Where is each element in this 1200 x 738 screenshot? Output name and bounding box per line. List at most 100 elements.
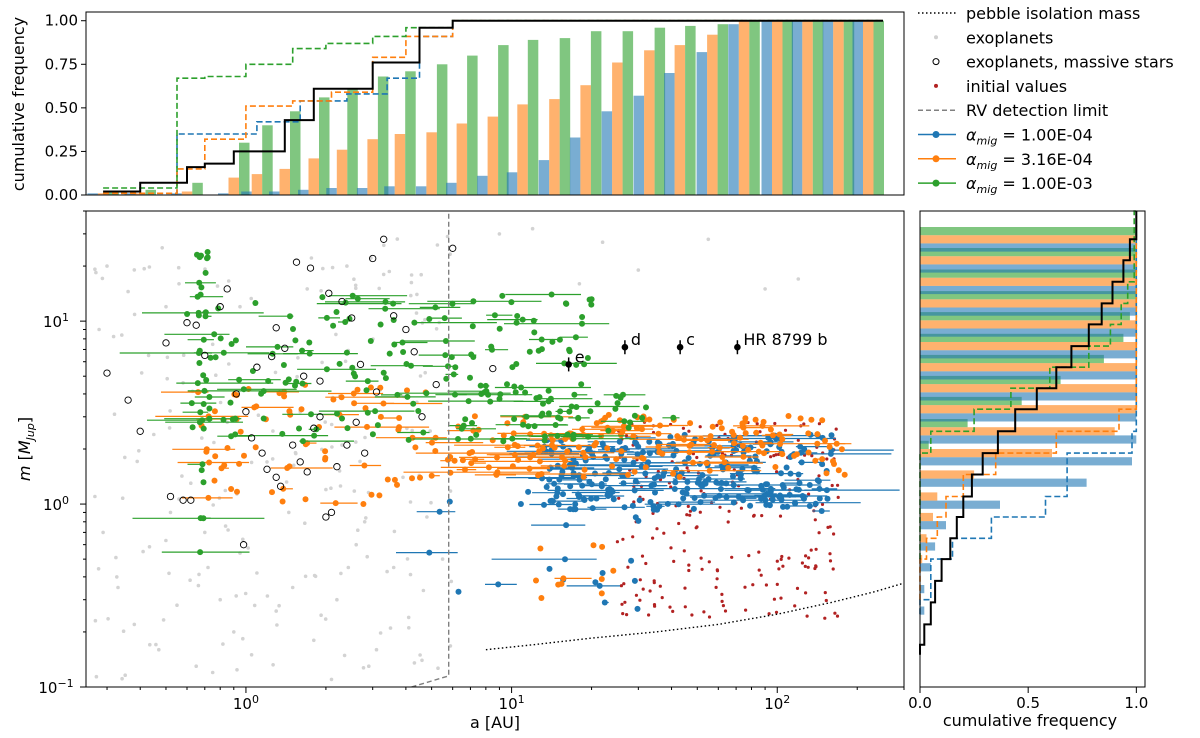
- legend-label: RV detection limit: [966, 101, 1108, 120]
- top-bar: [863, 20, 874, 196]
- simulation-point: [814, 440, 821, 447]
- initial-value-point: [743, 585, 747, 589]
- simulation-point: [717, 486, 724, 492]
- simulation-point: [540, 400, 546, 407]
- simulation-point: [730, 482, 737, 489]
- simulation-point: [287, 313, 293, 320]
- top-bar: [135, 193, 146, 195]
- initial-value-point: [669, 485, 673, 489]
- simulation-point: [704, 437, 711, 444]
- simulation-point: [197, 515, 204, 522]
- initial-value-point: [809, 548, 813, 552]
- simulation-point: [555, 501, 562, 508]
- exoplanet-point: [577, 282, 582, 286]
- simulation-point: [798, 459, 805, 466]
- simulation-point: [299, 347, 306, 354]
- simulation-point: [578, 381, 585, 388]
- simulation-point: [376, 492, 383, 499]
- initial-value-point: [651, 536, 655, 540]
- simulation-point: [564, 431, 571, 438]
- right-dashed-step: [919, 211, 1138, 615]
- simulation-point: [382, 305, 389, 312]
- simulation-point: [533, 577, 539, 584]
- simulation-point: [189, 424, 196, 431]
- right-xtick-label: 0.5: [1016, 694, 1040, 712]
- exoplanet-point: [329, 677, 334, 682]
- exoplanet-point: [337, 469, 342, 473]
- simulation-point: [806, 503, 813, 509]
- right-bar: [920, 354, 1104, 364]
- massive-star-exoplanet-point: [223, 285, 231, 293]
- simulation-point: [819, 417, 826, 424]
- initial-value-point: [752, 514, 756, 518]
- simulation-point: [694, 479, 701, 486]
- simulation-point: [605, 427, 612, 434]
- simulation-point: [670, 470, 677, 477]
- simulation-point: [265, 378, 272, 384]
- exoplanet-point: [167, 426, 172, 430]
- simulation-point: [499, 292, 506, 299]
- initial-value-point: [668, 605, 672, 609]
- initial-value-point: [817, 531, 821, 535]
- initial-value-point: [681, 426, 686, 430]
- exoplanet-point: [123, 455, 127, 460]
- initial-value-point: [832, 532, 836, 536]
- top-bar: [218, 193, 229, 195]
- top-bar: [145, 189, 156, 195]
- main-scatter-xlabel: a [AU]: [470, 713, 520, 732]
- right-exoplanet-step: [919, 211, 1138, 655]
- top-bar: [405, 71, 416, 195]
- exoplanet-point: [249, 296, 253, 301]
- right-histogram-steps: [919, 210, 1138, 655]
- top-bar: [833, 20, 844, 196]
- top-bar: [347, 88, 358, 195]
- top-bar: [738, 20, 750, 196]
- legend-marker: [934, 35, 938, 40]
- simulation-point: [827, 450, 834, 457]
- right-bar: [920, 248, 1137, 257]
- initial-value-point: [720, 599, 724, 604]
- exoplanet-point: [364, 516, 368, 520]
- exoplanet-point: [319, 289, 323, 293]
- initial-value-point: [652, 579, 656, 583]
- simulation-point: [784, 503, 791, 510]
- top-bar: [87, 193, 98, 195]
- simulation-point: [812, 457, 819, 464]
- initial-value-point: [682, 549, 686, 553]
- simulation-point: [549, 437, 556, 444]
- simulation-point: [455, 436, 461, 442]
- right-bar: [920, 350, 1137, 359]
- simulation-point: [783, 464, 790, 471]
- simulation-point: [581, 466, 588, 473]
- simulation-point: [224, 445, 231, 451]
- exoplanet-point: [374, 647, 379, 652]
- right-bar: [920, 542, 936, 551]
- simulation-point: [563, 522, 570, 529]
- simulation-point: [572, 501, 579, 508]
- simulation-point: [500, 438, 507, 445]
- simulation-point: [513, 319, 520, 326]
- exoplanet-point: [418, 653, 422, 657]
- simulation-point: [621, 418, 628, 425]
- simulation-point: [717, 419, 724, 426]
- simulation-point: [534, 442, 541, 449]
- simulation-point: [198, 284, 205, 291]
- simulation-point: [469, 323, 476, 330]
- initial-value-point: [644, 561, 648, 566]
- top-ytick-label: 0.75: [45, 55, 78, 73]
- simulation-point: [819, 456, 826, 463]
- top-exoplanet-step: [103, 19, 883, 193]
- simulation-point: [635, 443, 642, 450]
- simulation-point: [372, 408, 379, 415]
- initial-value-point: [723, 609, 728, 613]
- exoplanet-point: [408, 500, 413, 504]
- simulation-point: [469, 420, 475, 426]
- simulation-point: [795, 471, 802, 478]
- exoplanet-point: [407, 626, 411, 630]
- simulation-point: [685, 455, 692, 461]
- simulation-points: [119, 249, 900, 612]
- exoplanet-point: [330, 265, 335, 270]
- simulation-point: [721, 459, 728, 466]
- simulation-point: [495, 581, 502, 588]
- simulation-point: [218, 465, 225, 472]
